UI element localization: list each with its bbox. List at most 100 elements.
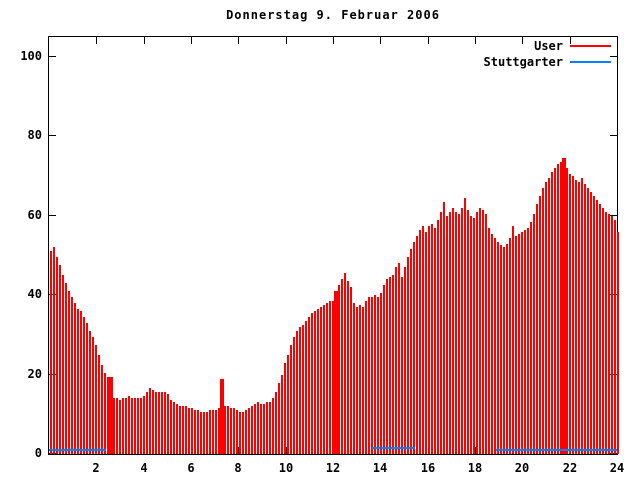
user-impulse-bar [214, 410, 217, 454]
user-impulse-bar [523, 230, 526, 454]
user-impulse-bar [499, 245, 502, 454]
user-impulse-bar [184, 406, 187, 454]
user-impulse-bar [388, 277, 391, 454]
user-impulse-bar [94, 345, 97, 454]
user-impulse-bar [202, 412, 205, 454]
user-impulse-bar [496, 242, 499, 454]
user-impulse-bar [451, 208, 454, 454]
user-impulse-bar [307, 317, 310, 454]
user-impulse-bar [121, 398, 124, 454]
user-impulse-bar [418, 230, 421, 454]
user-impulse-bar [262, 404, 265, 454]
user-impulse-bar [313, 311, 316, 454]
user-impulse-bar [445, 216, 448, 454]
plot-area [48, 36, 619, 455]
user-impulse-bar [244, 410, 247, 454]
user-impulse-bar [574, 180, 577, 454]
user-impulse-bar [376, 297, 379, 454]
user-impulse-bar [463, 198, 466, 454]
user-impulse-bar [538, 196, 541, 454]
user-impulse-bar [178, 406, 181, 454]
user-impulse-bar [355, 307, 358, 454]
user-impulse-bar [568, 174, 571, 454]
user-impulse-bar [220, 379, 224, 454]
user-impulse-bar [199, 412, 202, 454]
user-impulse-bar [295, 331, 298, 454]
user-impulse-bar [466, 210, 469, 454]
user-impulse-bar [253, 404, 256, 454]
user-impulse-bar [292, 337, 295, 454]
user-impulse-bar [289, 345, 292, 454]
user-impulse-bar [238, 412, 241, 454]
user-impulse-bar [610, 216, 613, 454]
user-impulse-bar [145, 392, 148, 454]
user-impulse-bar [403, 267, 406, 454]
x-tick-mark-top [144, 37, 145, 44]
y-tick-label: 80 [27, 128, 42, 142]
user-impulse-bar [598, 204, 601, 454]
x-tick-label: 6 [187, 461, 195, 475]
user-impulse-bar [181, 406, 184, 454]
x-tick-mark-top [238, 37, 239, 44]
user-impulse-bar [226, 406, 229, 454]
user-impulse-bar [541, 188, 544, 454]
user-impulse-bar [58, 265, 61, 454]
y-tick-mark-right [610, 215, 617, 216]
user-impulse-bar [358, 305, 361, 454]
x-tick-label: 10 [278, 461, 294, 475]
user-impulse-bar [511, 226, 514, 454]
x-tick-label: 22 [562, 461, 578, 475]
user-impulse-bar [232, 408, 235, 454]
user-impulse-bar [280, 375, 283, 454]
legend-line-sample-stuttgarter [570, 61, 611, 63]
user-impulse-bar [211, 410, 214, 454]
x-tick-label: 24 [609, 461, 625, 475]
x-tick-mark-top [428, 37, 429, 44]
user-impulse-bar [391, 275, 394, 454]
user-impulse-bar [493, 238, 496, 454]
y-tick-label: 0 [34, 446, 42, 460]
user-impulse-bar [91, 337, 94, 454]
x-tick-mark-top [191, 37, 192, 44]
user-impulse-bar [616, 232, 619, 454]
x-tick-mark-bottom [333, 447, 334, 454]
user-impulse-bar [97, 355, 100, 454]
user-impulse-bar [439, 212, 442, 454]
x-tick-label: 16 [420, 461, 436, 475]
user-impulse-bar [148, 388, 151, 454]
user-impulse-bar [310, 313, 313, 454]
user-impulse-bar [346, 281, 349, 454]
user-impulse-bar [319, 307, 322, 454]
user-impulse-bar [583, 184, 586, 454]
y-tick-label: 100 [20, 49, 42, 63]
user-impulse-bar [229, 408, 232, 454]
user-impulse-bar [157, 392, 160, 454]
user-impulse-bar [250, 406, 253, 454]
user-impulse-bar [430, 224, 433, 454]
legend-label-user: User [534, 39, 563, 53]
user-impulse-bar [343, 273, 346, 454]
user-impulse-bar [529, 222, 532, 454]
user-impulse-bar [172, 402, 175, 454]
x-tick-mark-top [570, 37, 571, 44]
user-impulse-bar [472, 218, 475, 454]
user-impulse-bar [118, 400, 121, 454]
user-impulse-bar [100, 365, 103, 454]
user-impulse-bar [487, 228, 490, 454]
user-impulse-bar [85, 323, 88, 454]
user-impulse-bar [106, 377, 109, 454]
user-impulse-bar [553, 168, 556, 454]
user-impulse-bar [304, 321, 307, 454]
y-tick-label: 20 [27, 367, 42, 381]
user-impulse-bar [517, 234, 520, 454]
user-impulse-bar [142, 396, 145, 454]
x-tick-mark-top [96, 37, 97, 44]
user-impulse-bar [382, 285, 385, 454]
x-tick-label: 12 [325, 461, 341, 475]
user-impulse-bar [271, 398, 274, 454]
y-tick-mark-left [49, 135, 56, 136]
user-impulse-bar [604, 212, 607, 454]
user-impulse-bar [367, 297, 370, 454]
user-impulse-bar [520, 232, 523, 454]
